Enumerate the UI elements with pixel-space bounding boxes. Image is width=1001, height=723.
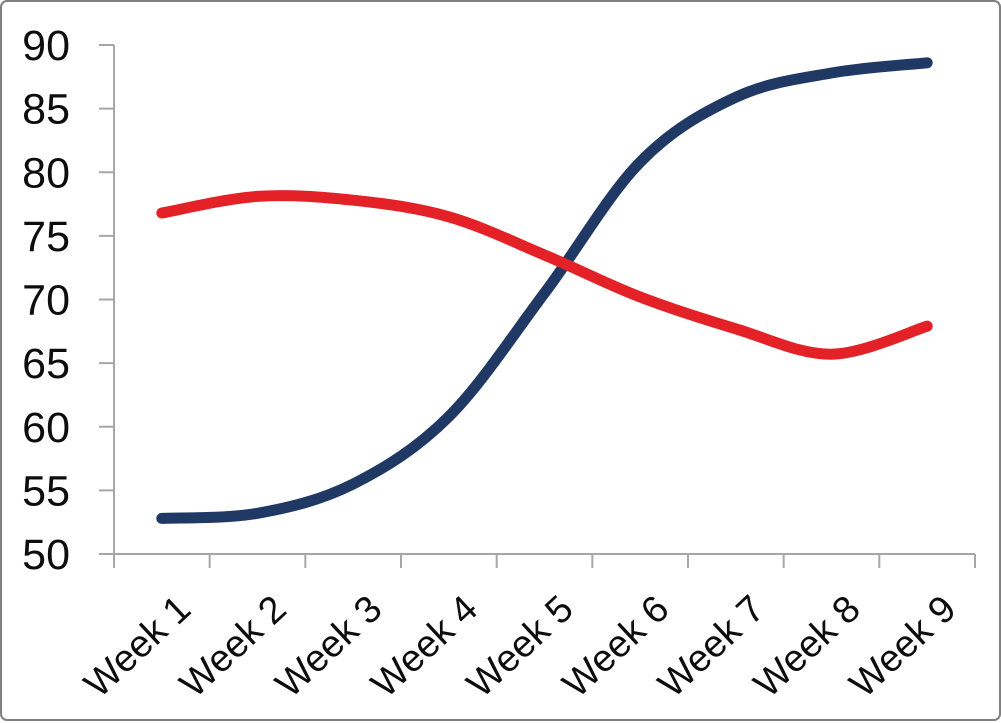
y-tick-label: 90	[22, 22, 70, 70]
x-axis-label: Week 2	[172, 588, 294, 706]
y-tick-label: 70	[22, 277, 70, 325]
y-tick-label: 50	[22, 531, 70, 579]
y-tick-label: 75	[22, 213, 70, 261]
x-axis-label: Week 1	[77, 588, 199, 706]
series-line-series-1-navy	[156, 57, 933, 524]
y-tick-label: 80	[22, 149, 70, 197]
x-axis-label: Week 4	[364, 588, 486, 706]
series-line-series-2-red	[156, 190, 933, 360]
x-axis-label: Week 7	[651, 588, 773, 706]
x-axis-label: Week 5	[459, 588, 581, 706]
x-axis-label: Week 8	[746, 588, 868, 706]
x-axis-label: Week 6	[555, 588, 677, 706]
y-tick-label: 65	[22, 340, 70, 388]
y-tick-label: 85	[22, 86, 70, 134]
y-tick-label: 60	[22, 404, 70, 452]
x-axis-label: Week 9	[842, 588, 964, 706]
x-axis-label: Week 3	[268, 588, 390, 706]
y-tick-label: 55	[22, 467, 70, 515]
